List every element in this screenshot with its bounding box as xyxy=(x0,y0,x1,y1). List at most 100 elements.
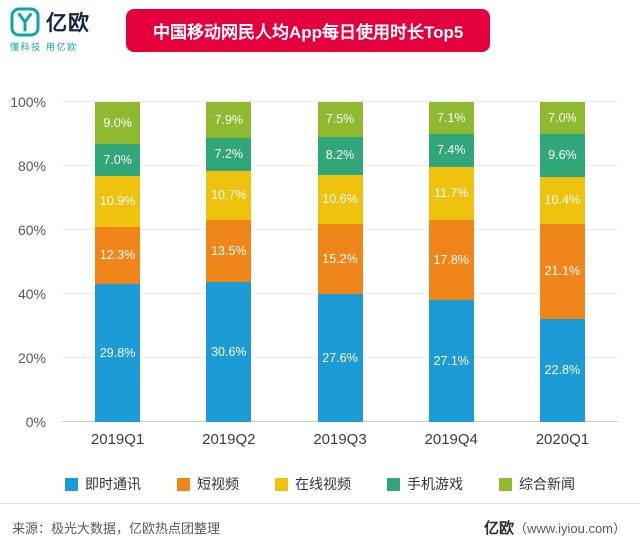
bar-segment: 30.6% xyxy=(206,281,252,422)
stacked-bar: 30.6% 13.5% 10.7% 7.2% 7.9% xyxy=(206,102,252,422)
chart: 0% 20% 40% 60% 80% 100% 29.8% 12.3% 10.9% 7.0% 9.… xyxy=(10,94,618,430)
legend: 即时通讯 短视频 在线视频 手机游戏 综合新闻 xyxy=(0,474,640,494)
segment-value-label: 7.0% xyxy=(103,152,132,167)
bar-segment: 29.8% xyxy=(95,283,141,422)
logo-wordmark: 亿欧 xyxy=(46,12,90,35)
legend-item: 即时通讯 xyxy=(65,474,141,494)
bar-segment: 21.1% xyxy=(539,223,585,320)
segment-value-label: 27.1% xyxy=(433,353,469,368)
x-axis-label: 2020Q1 xyxy=(535,431,590,448)
segment-value-label: 7.9% xyxy=(214,112,244,127)
x-axis-label: 2019Q4 xyxy=(424,431,478,448)
legend-label: 在线视频 xyxy=(295,476,351,492)
segment-value-label: 29.8% xyxy=(99,345,136,360)
bar-segment: 27.1% xyxy=(428,300,474,422)
segment-value-label: 9.6% xyxy=(548,148,577,163)
legend-label: 短视频 xyxy=(197,476,239,492)
bar-segment: 12.3% xyxy=(95,226,141,284)
segment-value-label: 10.6% xyxy=(322,192,358,206)
column-2019Q3: 27.6% 15.2% 10.6% 8.2% 7.5% xyxy=(284,102,395,422)
yiou-logo: 亿欧 懂科技 用亿欧 xyxy=(10,7,90,53)
logo-tagline: 懂科技 用亿欧 xyxy=(10,42,78,52)
y-axis-tick: 100% xyxy=(10,94,46,110)
y-axis-tick: 40% xyxy=(17,286,46,302)
brand-name: 亿欧 xyxy=(484,520,515,537)
y-axis-tick: 60% xyxy=(17,222,46,238)
legend-item: 在线视频 xyxy=(275,474,351,494)
y-axis-tick: 20% xyxy=(17,350,46,366)
logo-row: 亿欧 xyxy=(10,7,90,37)
legend-label: 手机游戏 xyxy=(407,476,463,492)
footer-divider xyxy=(0,503,640,504)
legend-item: 短视频 xyxy=(177,474,239,494)
column-2020Q1: 22.8% 21.1% 10.4% 9.6% 7.0% xyxy=(507,102,618,422)
header: 亿欧 懂科技 用亿欧 中国移动网民人均App每日使用时长Top5 xyxy=(0,0,640,66)
x-axis: 2019Q1 2019Q2 2019Q3 2019Q4 2020Q1 xyxy=(62,431,618,448)
legend-swatch xyxy=(387,477,400,491)
brand-text: 亿欧（www.iyiou.com） xyxy=(484,517,626,538)
legend-swatch xyxy=(177,477,190,491)
segment-value-label: 7.2% xyxy=(214,147,244,162)
bar-segment: 15.2% xyxy=(317,223,363,295)
bar-segment: 7.0% xyxy=(539,102,585,134)
bar-segment: 22.8% xyxy=(539,319,585,422)
bar-segment: 9.6% xyxy=(539,133,585,177)
bar-segment: 10.6% xyxy=(317,174,363,224)
y-axis: 0% 20% 40% 60% 80% 100% xyxy=(0,94,54,430)
bar-segment: 10.7% xyxy=(206,171,252,221)
segment-value-label: 15.2% xyxy=(322,251,358,266)
y-axis-tick: 80% xyxy=(17,158,46,174)
source-text: 来源：极光大数据，亿欧热点团整理 xyxy=(12,521,221,536)
segment-value-label: 7.1% xyxy=(436,110,466,125)
y-axis-tick: 0% xyxy=(25,414,46,430)
stacked-bar: 27.6% 15.2% 10.6% 8.2% 7.5% xyxy=(317,102,363,422)
legend-label: 综合新闻 xyxy=(519,476,575,492)
segment-value-label: 30.6% xyxy=(211,344,247,359)
footer: 来源：极光大数据，亿欧热点团整理 亿欧（www.iyiou.com） xyxy=(0,503,640,553)
segment-value-label: 10.9% xyxy=(99,194,136,209)
segment-value-label: 9.0% xyxy=(103,115,132,130)
legend-swatch xyxy=(499,477,512,491)
bar-segment: 7.2% xyxy=(206,138,252,172)
legend-item: 手机游戏 xyxy=(387,474,463,494)
column-2019Q4: 27.1% 17.8% 11.7% 7.4% 7.1% xyxy=(396,102,507,422)
footer-row: 来源：极光大数据，亿欧热点团整理 亿欧（www.iyiou.com） xyxy=(0,504,640,553)
bar-segment: 7.9% xyxy=(206,102,252,139)
segment-value-label: 17.8% xyxy=(433,252,469,267)
segment-value-label: 12.3% xyxy=(99,248,136,263)
segment-value-label: 22.8% xyxy=(544,363,581,378)
bar-segment: 17.8% xyxy=(428,219,474,301)
x-axis-label: 2019Q1 xyxy=(90,431,145,448)
bar-segment: 8.2% xyxy=(317,136,363,175)
bar-segment: 13.5% xyxy=(206,220,252,282)
bar-segment: 11.7% xyxy=(428,167,474,220)
plot-area: 29.8% 12.3% 10.9% 7.0% 9.0% 30.6% 13.5% 10.7% 7.… xyxy=(62,102,618,422)
yiou-logo-icon xyxy=(10,7,40,37)
legend-swatch xyxy=(65,477,78,491)
bar-segment: 7.5% xyxy=(317,102,363,137)
segment-value-label: 10.7% xyxy=(211,188,247,203)
segment-value-label: 21.1% xyxy=(544,264,581,279)
stacked-bar: 27.1% 17.8% 11.7% 7.4% 7.1% xyxy=(428,102,474,422)
legend-swatch xyxy=(275,477,288,491)
stacked-bar: 29.8% 12.3% 10.9% 7.0% 9.0% xyxy=(95,102,141,422)
legend-item: 综合新闻 xyxy=(499,474,575,494)
segment-value-label: 11.7% xyxy=(433,186,469,201)
bar-segment: 10.9% xyxy=(95,176,141,227)
segment-value-label: 7.4% xyxy=(436,143,466,158)
segment-value-label: 27.6% xyxy=(322,350,358,365)
segment-value-label: 7.5% xyxy=(325,112,355,127)
chart-title-banner: 中国移动网民人均App每日使用时长Top5 xyxy=(126,9,491,52)
bar-segment: 27.6% xyxy=(317,294,363,422)
bar-segment: 7.4% xyxy=(428,133,474,168)
gridline xyxy=(62,101,618,102)
column-2019Q1: 29.8% 12.3% 10.9% 7.0% 9.0% xyxy=(62,102,173,422)
bar-segment: 7.0% xyxy=(95,143,141,177)
x-axis-label: 2019Q2 xyxy=(202,431,256,448)
bar-segment: 10.4% xyxy=(539,176,585,224)
segment-value-label: 10.4% xyxy=(544,193,581,208)
x-axis-label: 2019Q3 xyxy=(313,431,367,448)
column-2019Q2: 30.6% 13.5% 10.7% 7.2% 7.9% xyxy=(173,102,284,422)
bar-segment: 9.0% xyxy=(95,102,141,144)
